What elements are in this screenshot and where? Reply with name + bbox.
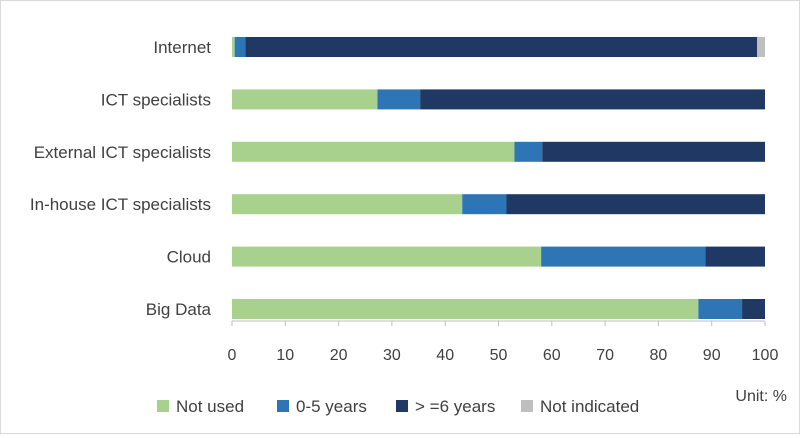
- bar-external-ict-specialists-0-5-years: [514, 141, 543, 162]
- x-tick-label-30: 30: [383, 347, 401, 364]
- bar-internet-not-used: [232, 37, 235, 57]
- bar-internet-not-indicated: [757, 37, 765, 57]
- bar-in-house-ict-specialists-0-5-years: [462, 194, 507, 215]
- bar-internet-0-5-years: [234, 37, 246, 57]
- category-label-cloud: Cloud: [167, 248, 211, 267]
- bar-big-data-6-years: [742, 299, 765, 319]
- bar-ict-specialists-6-years: [420, 89, 765, 110]
- x-tick-label-60: 60: [543, 347, 561, 364]
- category-label-in-house-ict-specialists: In-house ICT specialists: [30, 195, 211, 214]
- x-tick-label-40: 40: [436, 347, 454, 364]
- legend-label-not-indicated: Not indicated: [540, 397, 639, 416]
- category-labels: Internet ICT specialists External ICT spec…: [30, 38, 212, 319]
- bar-external-ict-specialists-not-used: [232, 141, 515, 162]
- bar-ict-specialists-not-used: [232, 89, 378, 110]
- legend-swatch-not-indicated: [521, 400, 533, 412]
- legend-swatch-0-5-years: [277, 400, 289, 412]
- bars-layer: [232, 37, 765, 319]
- bar-big-data-not-used: [232, 299, 699, 319]
- category-label-big-data: Big Data: [146, 300, 212, 319]
- category-label-ict-specialists: ICT specialists: [101, 90, 211, 109]
- legend: Not used 0-5 years > =6 years Not indicated: [157, 397, 639, 416]
- bar-in-house-ict-specialists-6-years: [506, 194, 765, 215]
- x-tick-label-50: 50: [490, 347, 508, 364]
- x-tick-label-70: 70: [596, 347, 614, 364]
- legend-swatch-not-used: [157, 400, 169, 412]
- bar-in-house-ict-specialists-not-used: [232, 194, 463, 215]
- bar-external-ict-specialists-6-years: [542, 141, 765, 162]
- x-tick-label-20: 20: [330, 347, 348, 364]
- bar-big-data-0-5-years: [698, 299, 743, 319]
- bar-cloud-0-5-years: [541, 246, 706, 267]
- legend-swatch-6-years: [396, 400, 408, 412]
- category-label-external-ict-specialists: External ICT specialists: [34, 143, 211, 162]
- x-tick-label-100: 100: [752, 347, 779, 364]
- bar-cloud-not-used: [232, 246, 542, 267]
- unit-label: Unit: %: [735, 388, 787, 405]
- legend-label-not-used: Not used: [176, 397, 244, 416]
- x-tick-label-90: 90: [703, 347, 721, 364]
- category-label-internet: Internet: [153, 38, 211, 57]
- legend-label-0-5-years: 0-5 years: [296, 397, 367, 416]
- bar-ict-specialists-0-5-years: [377, 89, 421, 110]
- bar-internet-6-years: [245, 37, 758, 57]
- bar-cloud-6-years: [705, 246, 765, 267]
- x-tick-label-0: 0: [228, 347, 237, 364]
- x-tick-label-10: 10: [276, 347, 294, 364]
- legend-label-6-years: > =6 years: [415, 397, 495, 416]
- x-tick-label-80: 80: [650, 347, 668, 364]
- x-axis: 0 10 20 30 40 50 60 70 80 90 100: [228, 320, 779, 364]
